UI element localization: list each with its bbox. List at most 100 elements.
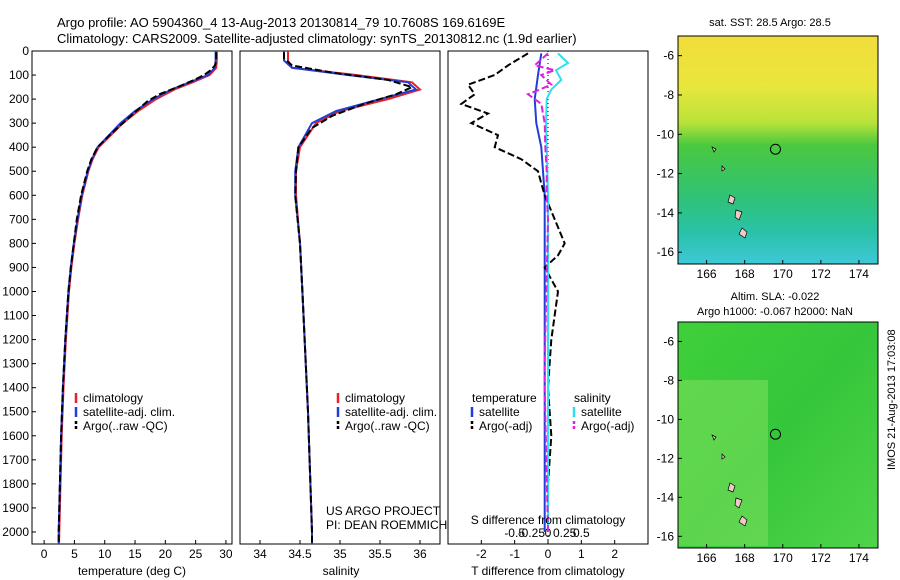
temperature-plot-frame [31, 50, 233, 545]
x-tick-label: 36 [413, 547, 427, 561]
x-tick-label: -2 [476, 547, 487, 561]
depth-tick-label: 1600 [2, 429, 29, 443]
legend-label: temperature [472, 391, 537, 405]
lat-tick-label: -12 [657, 167, 675, 181]
depth-tick-label: 300 [9, 116, 29, 130]
argo-location-marker [769, 428, 781, 440]
temperature-lines [57, 51, 218, 545]
depth-tick-label: 1700 [2, 453, 29, 467]
lat-tick-label: -6 [663, 49, 674, 63]
lon-tick-label: 170 [773, 267, 793, 281]
difference-lines [459, 52, 570, 533]
lon-tick-label: 170 [773, 551, 793, 565]
lon-tick-label: 174 [849, 267, 869, 281]
legend-label: satellite [479, 405, 520, 419]
depth-tick-label: 1800 [2, 477, 29, 491]
lon-tick-label: 168 [735, 267, 755, 281]
s-tick-label: -0.5 [504, 526, 525, 540]
x-tick-label: 30 [219, 547, 233, 561]
argo-line [283, 52, 415, 544]
x-tick-label: 35.5 [368, 547, 392, 561]
lat-tick-label: -10 [657, 412, 675, 426]
temperature-panel: 0100200300400500600700800900100011001200… [2, 44, 233, 578]
salinity-axis: 34 34.5 35 35.5 36 [253, 540, 427, 561]
depth-tick-label: 800 [9, 236, 29, 250]
x-tick-label: 10 [98, 547, 112, 561]
lat-tick-label: -8 [663, 373, 674, 387]
difference-axis: -2 -1 0 1 2-0.5-0.25 0 0.250.5 [476, 526, 618, 561]
s-argo-line [525, 52, 559, 533]
depth-tick-label: 1200 [2, 333, 29, 347]
depth-tick-label: 600 [9, 188, 29, 202]
depth-tick-label: 1100 [3, 309, 29, 323]
difference-xlabel-top: S difference from climatology [471, 513, 626, 527]
legend-label: Argo(-adj) [581, 419, 634, 433]
depth-tick-label: 0 [22, 44, 29, 58]
lat-tick-label: -12 [657, 451, 675, 465]
lat-tick-label: -16 [657, 529, 675, 543]
legend-label: salinity [574, 391, 611, 405]
figure-title-line2: Climatology: CARS2009. Satellite-adjuste… [57, 31, 577, 46]
lon-tick-label: 172 [811, 267, 831, 281]
x-tick-label: 1 [578, 547, 585, 561]
lon-tick-label: 166 [697, 267, 717, 281]
lat-tick-label: -8 [663, 88, 674, 102]
satellite-line [57, 51, 217, 544]
sla-light-patch [678, 380, 768, 546]
lon-tick-label: 168 [735, 551, 755, 565]
sst-islands [711, 146, 748, 239]
salinity-xlabel: salinity [323, 564, 360, 578]
x-tick-label: 15 [128, 547, 142, 561]
sla-map-axes: 166 168 170 172 174 -6 -8 -10 -12 -14 -16 [657, 334, 870, 565]
satellite-line [283, 51, 419, 544]
x-tick-label: 2 [611, 547, 618, 561]
x-tick-label: 20 [159, 547, 173, 561]
project-annotation-line1: US ARGO PROJECT [326, 504, 441, 518]
x-tick-label: 0 [41, 547, 48, 561]
sla-islands [711, 434, 748, 527]
lat-tick-label: -16 [657, 245, 675, 259]
salinity-lines [283, 51, 422, 544]
depth-tick-label: 900 [9, 260, 29, 274]
depth-tick-label: 1900 [2, 501, 29, 515]
depth-tick-label: 1500 [2, 405, 29, 419]
t-satellite-line [533, 53, 546, 532]
temperature-axis: 0 5 10 15 20 25 30 [41, 540, 233, 561]
sla-map-subtitle: Argo h1000: -0.067 h2000: NaN [697, 306, 853, 318]
difference-legend: temperaturesatelliteArgo(-adj)salinitysa… [470, 391, 634, 433]
legend-label: Argo(..raw -QC) [345, 419, 430, 433]
legend-label: satellite [581, 405, 622, 419]
depth-tick-label: 400 [9, 140, 29, 154]
climatology-line [58, 51, 218, 545]
argo-location-marker [769, 143, 781, 155]
difference-panel: -2 -1 0 1 2-0.5-0.25 0 0.250.5 temperaturesate… [447, 50, 649, 578]
legend-label: satellite-adj. clim. [345, 405, 437, 419]
depth-tick-label: 200 [9, 92, 29, 106]
sst-map-frame [677, 35, 879, 265]
lat-tick-label: -6 [663, 334, 674, 348]
depth-tick-label: 700 [9, 212, 29, 226]
sla-map-frame [677, 321, 879, 549]
temperature-xlabel: temperature (deg C) [78, 564, 186, 578]
x-tick-label: 34.5 [288, 547, 312, 561]
x-tick-label: 5 [71, 547, 78, 561]
sst-map-axes: 166 168 170 172 174 -6 -8 -10 -12 -14 -16 [657, 49, 870, 281]
lon-tick-label: 174 [849, 551, 869, 565]
sst-map-title: sat. SST: 28.5 Argo: 28.5 [709, 17, 831, 29]
x-tick-label: -1 [509, 547, 520, 561]
s-tick-label: -0.25 [518, 526, 546, 540]
lon-tick-label: 166 [697, 551, 717, 565]
depth-tick-label: 2000 [2, 525, 29, 539]
s-tick-label: 0 [545, 526, 552, 540]
legend-label: satellite-adj. clim. [83, 405, 175, 419]
x-tick-label: 34 [253, 547, 267, 561]
sst-map: sat. SST: 28.5 Argo: 28.5 166 168 170 1 [657, 17, 879, 281]
salinity-plot-frame [239, 50, 441, 545]
x-tick-label: 35 [333, 547, 347, 561]
s-tick-label: 0.5 [573, 526, 590, 540]
depth-tick-label: 100 [9, 68, 29, 82]
sla-map-title: Altim. SLA: -0.022 [731, 291, 820, 303]
lat-tick-label: -14 [657, 206, 675, 220]
